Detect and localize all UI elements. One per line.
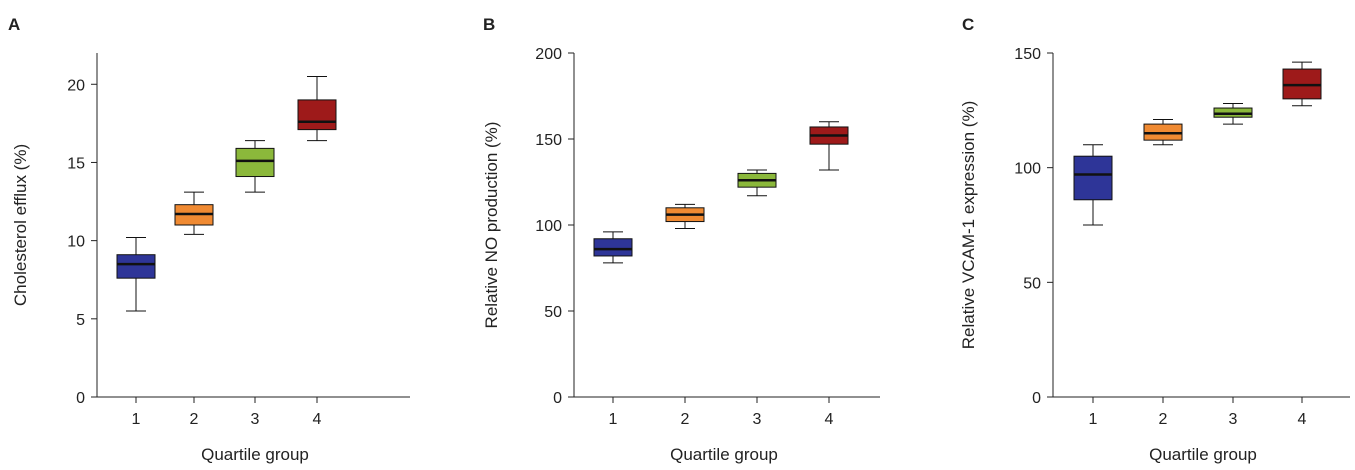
x-tick-label: 2: [190, 411, 199, 428]
x-tick-label: 1: [1089, 411, 1098, 428]
box-1: [116, 254, 156, 279]
x-tick-label: 1: [609, 411, 618, 428]
box-1: [593, 238, 633, 257]
x-tick-label: 4: [1298, 411, 1307, 428]
y-axis-label: Cholesterol efflux (%): [11, 144, 30, 306]
panel-letter: C: [962, 15, 974, 34]
x-tick-label: 4: [825, 411, 834, 428]
y-axis-label: Relative NO production (%): [482, 122, 501, 329]
panel-letter: A: [8, 15, 20, 34]
y-tick-label: 0: [553, 390, 562, 407]
y-axis-label: Relative VCAM-1 expression (%): [959, 101, 978, 349]
y-tick-label: 10: [67, 234, 85, 251]
x-tick-label: 2: [681, 411, 690, 428]
y-tick-label: 5: [76, 312, 85, 329]
x-tick-label: 3: [753, 411, 762, 428]
x-tick-label: 4: [313, 411, 322, 428]
y-tick-label: 0: [1032, 390, 1041, 407]
y-tick-label: 50: [1023, 275, 1041, 292]
box-4: [297, 99, 337, 131]
y-tick-label: 100: [535, 218, 562, 235]
y-tick-label: 50: [544, 304, 562, 321]
x-tick-label: 1: [132, 411, 141, 428]
y-tick-label: 100: [1014, 161, 1041, 178]
y-tick-label: 150: [1014, 46, 1041, 63]
x-axis-label: Quartile group: [670, 445, 778, 464]
y-tick-label: 15: [67, 155, 85, 172]
box-1: [1073, 155, 1113, 201]
x-tick-label: 3: [251, 411, 260, 428]
x-axis-label: Quartile group: [201, 445, 309, 464]
x-tick-label: 3: [1229, 411, 1238, 428]
x-axis-label: Quartile group: [1149, 445, 1257, 464]
box-3: [235, 147, 275, 178]
y-tick-label: 0: [76, 390, 85, 407]
x-tick-label: 2: [1159, 411, 1168, 428]
panel-letter: B: [483, 15, 495, 34]
y-tick-label: 20: [67, 77, 85, 94]
y-tick-label: 150: [535, 132, 562, 149]
y-tick-label: 200: [535, 46, 562, 63]
